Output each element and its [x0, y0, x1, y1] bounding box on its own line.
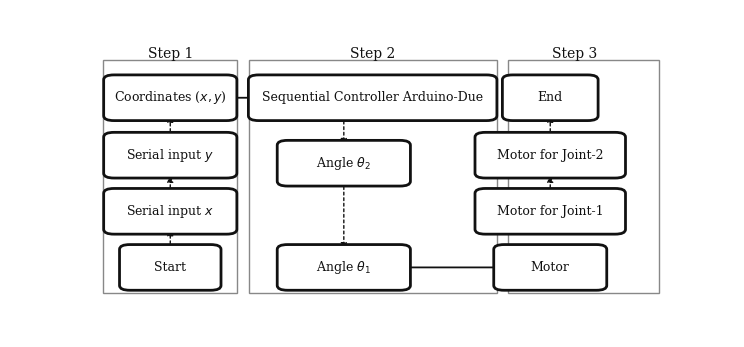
Text: Motor for Joint-1: Motor for Joint-1: [497, 205, 603, 218]
Text: Angle $\theta_{2}$: Angle $\theta_{2}$: [316, 155, 371, 172]
FancyBboxPatch shape: [278, 141, 411, 186]
Text: Angle $\theta_{1}$: Angle $\theta_{1}$: [316, 259, 371, 276]
FancyBboxPatch shape: [103, 75, 237, 121]
Text: Coordinates ($x,y$): Coordinates ($x,y$): [114, 89, 227, 106]
FancyBboxPatch shape: [502, 75, 598, 121]
Text: Sequential Controller Arduino-Due: Sequential Controller Arduino-Due: [262, 91, 483, 104]
FancyBboxPatch shape: [103, 60, 237, 293]
FancyBboxPatch shape: [508, 60, 659, 293]
FancyBboxPatch shape: [475, 188, 626, 234]
FancyBboxPatch shape: [494, 245, 607, 290]
FancyBboxPatch shape: [248, 60, 497, 293]
FancyBboxPatch shape: [248, 75, 497, 121]
FancyBboxPatch shape: [278, 245, 411, 290]
FancyBboxPatch shape: [120, 245, 221, 290]
FancyBboxPatch shape: [475, 132, 626, 178]
FancyBboxPatch shape: [103, 132, 237, 178]
Text: Step 1: Step 1: [148, 46, 193, 61]
Text: End: End: [538, 91, 563, 104]
Text: Step 3: Step 3: [552, 46, 597, 61]
Text: Serial input $x$: Serial input $x$: [126, 203, 214, 220]
FancyBboxPatch shape: [103, 188, 237, 234]
Text: Start: Start: [154, 261, 186, 274]
Text: Motor: Motor: [530, 261, 570, 274]
Text: Motor for Joint-2: Motor for Joint-2: [497, 149, 603, 162]
Text: Step 2: Step 2: [350, 46, 395, 61]
Text: Serial input $y$: Serial input $y$: [126, 147, 214, 164]
